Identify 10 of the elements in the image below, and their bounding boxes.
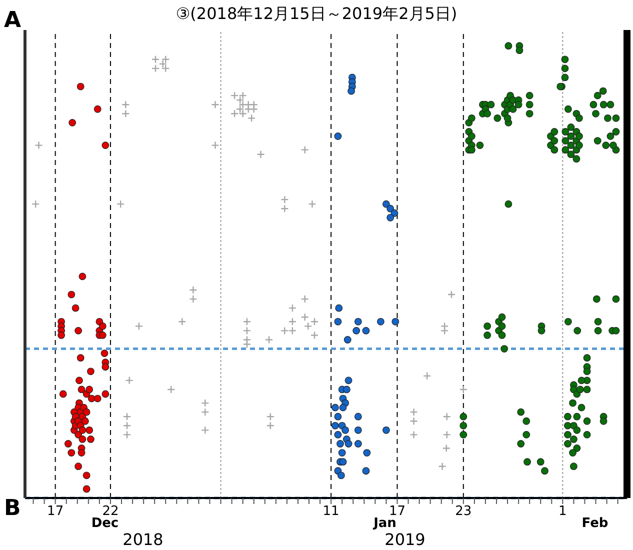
- text: A: [4, 8, 22, 33]
- x-tick-label: 17: [47, 504, 64, 520]
- x-tick-label: 1: [558, 504, 567, 520]
- chart-title: ③(2018年12月15日～2019年2月5日): [176, 4, 458, 23]
- text: B: [4, 496, 21, 521]
- text: Feb: [580, 516, 610, 531]
- x-tick-label: 11: [322, 504, 340, 520]
- text: 2019: [384, 530, 426, 549]
- text: 2018: [122, 530, 164, 549]
- x-tick-label: 23: [455, 504, 472, 520]
